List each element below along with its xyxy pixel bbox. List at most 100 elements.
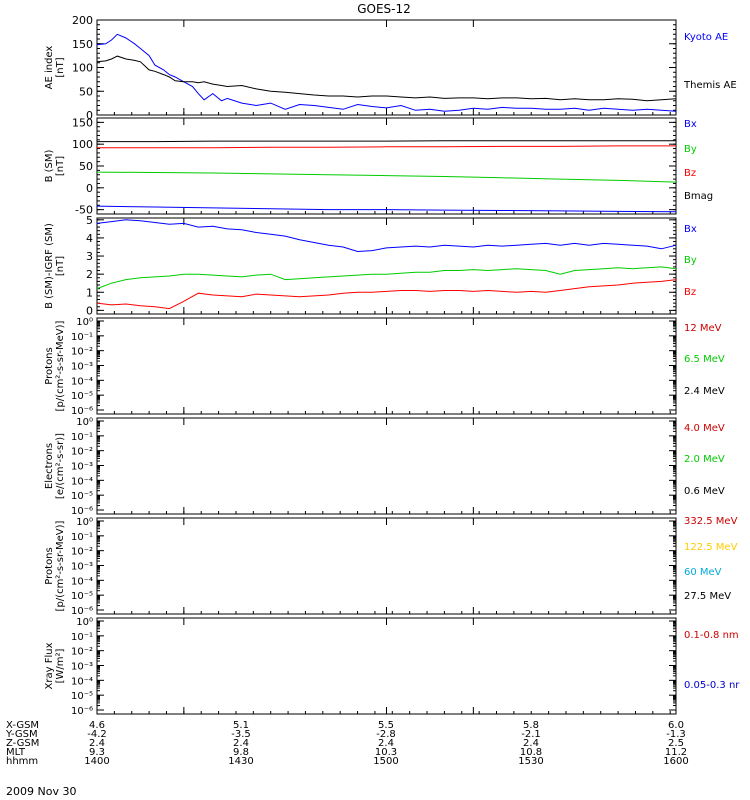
panel-ae: 0 50 100 150 200 AE index[nT] Kyoto AE Themis A… (44, 14, 737, 122)
series-line-bx (96, 205, 677, 213)
y-tick-label: 10⁻¹ (71, 532, 93, 543)
y-tick-label: 10⁻² (71, 447, 93, 458)
y-axis-label-line: [p/(cm²-s-sr-MeV)] (55, 520, 66, 611)
legend-entry: Bz (684, 287, 696, 298)
table-cell: 9.8 (233, 747, 249, 758)
legend-entry: 6.5 MeV (684, 354, 725, 365)
panel-digrf: 0 1 2 3 4 5 B (SM)-IGRF (SM)[nT] Bx By Bz (44, 214, 697, 318)
legend-entry: Themis AE (683, 80, 737, 91)
chart-title: GOES-12 (357, 2, 411, 16)
y-tick-label: 10⁻⁵ (71, 691, 93, 702)
table-cell: 1500 (373, 756, 398, 767)
y-axis-label-line: Electrons (44, 443, 55, 489)
legend-entry: By (684, 144, 697, 155)
table-cell: 9.3 (89, 747, 105, 758)
legend-entry: 332.5 MeV (684, 516, 738, 527)
table-row-label: hhmm (6, 756, 38, 767)
panel-frame (96, 617, 677, 715)
table-cell: 6.0 (668, 720, 684, 731)
legend-entry: 60 MeV (684, 567, 722, 578)
table-cell: 10.8 (520, 747, 542, 758)
y-tick-label: 10⁻⁵ (71, 491, 93, 502)
table-cell: 11.2 (665, 747, 687, 758)
y-tick-label: 10⁻³ (71, 462, 93, 473)
y-tick-label: 10⁰ (76, 617, 93, 628)
y-axis-label: B (SM)-IGRF (SM)[nT] (44, 223, 66, 309)
y-tick-label: 10⁻⁴ (71, 576, 93, 587)
y-tick-label: 10⁻⁴ (71, 476, 93, 487)
table-cell: 5.1 (233, 720, 249, 731)
panel-frame (96, 217, 677, 315)
y-axis-label: B (SM)[nT] (44, 149, 66, 182)
table-cell: 4.6 (89, 720, 105, 731)
y-tick-label: 10⁻³ (71, 662, 93, 673)
legend-entry: Bx (684, 224, 697, 235)
table-row-label: MLT (6, 747, 26, 758)
legend-entry: Kyoto AE (684, 32, 728, 43)
y-tick-label: 3 (86, 250, 93, 263)
legend-entry: 27.5 MeV (684, 591, 731, 602)
y-tick-label: 10⁻¹ (71, 632, 93, 643)
y-tick-label: 50 (79, 160, 93, 173)
y-axis-label: Electrons[e/(cm²-s-sr)] (44, 433, 66, 499)
panel-protons1: 10⁰ 10⁻¹ 10⁻² 10⁻³ 10⁻⁴ 10⁻⁵ 10⁻⁶ Protons[p/(cm… (44, 317, 725, 417)
y-tick-label: 10⁻¹ (71, 432, 93, 443)
series-line-bz (97, 145, 676, 149)
legend-entry: Bx (684, 119, 697, 130)
table-cell: -3.5 (231, 729, 251, 740)
legend-entry: Bz (684, 168, 696, 179)
y-axis-label: Protons[p/(cm²-s-sr-MeV)] (44, 520, 66, 611)
y-tick-label: 0 (86, 109, 93, 122)
y-tick-label: 50 (79, 85, 93, 98)
panel-electrons: 10⁰ 10⁻¹ 10⁻² 10⁻³ 10⁻⁴ 10⁻⁵ 10⁻⁶ Electrons[e/(… (44, 417, 725, 517)
table-cell: 1400 (84, 756, 109, 767)
table-cell: 2.5 (668, 738, 684, 749)
y-axis-label-line: [e/(cm²-s-sr)] (55, 433, 66, 499)
series-line-kyoto-ae (96, 33, 677, 112)
legend-entry: Bmag (684, 191, 713, 202)
table-cell: 5.8 (523, 720, 539, 731)
y-axis-label: AE index[nT] (44, 46, 66, 90)
panel-frame (96, 19, 677, 116)
legend-entry: 2.4 MeV (684, 386, 725, 397)
y-tick-label: 10⁻⁴ (71, 676, 93, 687)
y-tick-label: 0 (86, 182, 93, 195)
table-cell: 1600 (663, 756, 688, 767)
panel-protons2: 10⁰ 10⁻¹ 10⁻² 10⁻³ 10⁻⁴ 10⁻⁵ 10⁻⁶ Protons[p/(cm… (44, 516, 738, 617)
table-row-label: X-GSM (6, 720, 39, 731)
table-cell: 2.4 (89, 738, 105, 749)
table-cell: 2.4 (233, 738, 249, 749)
legend-entry: 0.6 MeV (684, 486, 725, 497)
y-tick-label: 5 (86, 214, 93, 227)
series-line-by (96, 171, 677, 183)
table-cell: 10.3 (375, 747, 397, 758)
y-tick-label: 10⁻⁵ (71, 391, 93, 402)
y-axis-label-line: AE index (44, 46, 55, 90)
legend-entry: 0.1-0.8 nm (684, 630, 739, 641)
panel-frame (96, 117, 677, 215)
legend-entry: 2.0 MeV (684, 454, 725, 465)
y-tick-label: 1 (86, 286, 93, 299)
legend-entry: By (684, 255, 697, 266)
y-tick-label: 10⁻⁶ (71, 406, 93, 417)
table-cell: -2.1 (521, 729, 541, 740)
panel-frame (96, 417, 677, 515)
y-tick-label: 10⁻¹ (71, 332, 93, 343)
table-row-label: Y-GSM (5, 729, 38, 740)
legend-entry: 12 MeV (684, 323, 722, 334)
date-label: 2009 Nov 30 (6, 785, 76, 798)
series-line-bz (96, 279, 677, 310)
y-tick-label: 10⁻³ (71, 362, 93, 373)
y-tick-label: 0 (86, 304, 93, 317)
y-tick-label: 4 (86, 232, 93, 245)
y-tick-label: 150 (72, 116, 93, 129)
y-tick-label: -50 (75, 204, 93, 217)
series-line-bx (96, 219, 677, 253)
table-cell: 1530 (518, 756, 543, 767)
y-axis-label-line: [W/m²] (55, 648, 66, 683)
y-tick-label: 10⁻² (71, 347, 93, 358)
table-cell: 2.4 (378, 738, 394, 749)
panel-frame (96, 517, 677, 615)
